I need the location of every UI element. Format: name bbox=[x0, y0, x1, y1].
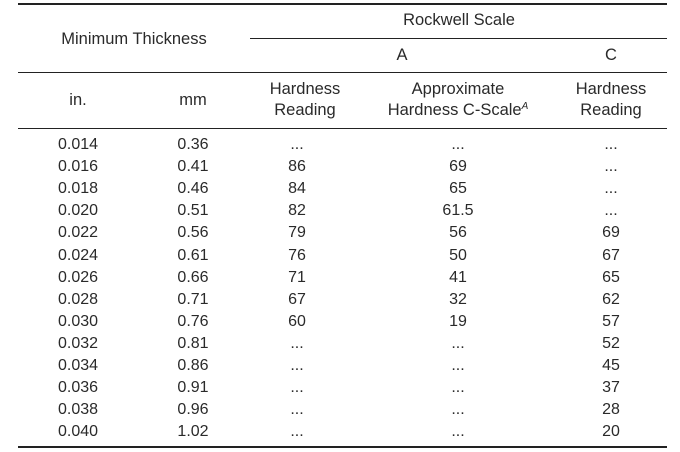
header-c-hardness-line1: Hardness bbox=[575, 80, 647, 98]
cell-a-approx: 56 bbox=[449, 224, 467, 242]
cell-c-hardness: ... bbox=[604, 202, 618, 220]
scale-rule bbox=[18, 72, 667, 73]
header-a-hardness-line1: Hardness bbox=[269, 80, 341, 98]
cell-mm: 0.56 bbox=[177, 224, 209, 242]
cell-in: 0.040 bbox=[57, 423, 99, 441]
cell-c-hardness: 62 bbox=[602, 290, 620, 308]
cell-a-hardness: ... bbox=[290, 334, 304, 352]
cell-a-approx: ... bbox=[451, 136, 465, 153]
cell-a-hardness: ... bbox=[290, 423, 304, 441]
cell-a-approx: 50 bbox=[449, 246, 467, 264]
cell-c-hardness: 57 bbox=[602, 312, 620, 330]
cell-mm: 0.76 bbox=[177, 312, 209, 330]
cell-in: 0.020 bbox=[57, 202, 99, 220]
cell-in: 0.032 bbox=[57, 334, 99, 352]
cell-in: 0.030 bbox=[57, 312, 99, 330]
rockwell-rule bbox=[250, 38, 667, 39]
cell-c-hardness: 69 bbox=[602, 224, 620, 242]
cell-a-hardness: 76 bbox=[288, 246, 306, 264]
cell-mm: 0.71 bbox=[177, 290, 209, 308]
cell-c-hardness: 65 bbox=[602, 268, 620, 286]
cell-a-approx: ... bbox=[451, 423, 465, 441]
cell-mm: 0.96 bbox=[177, 401, 209, 419]
header-a-approx-line1: Approximate bbox=[411, 80, 505, 98]
cell-a-approx: 65 bbox=[449, 180, 467, 198]
cell-c-hardness: ... bbox=[604, 136, 618, 153]
cell-a-approx: 32 bbox=[449, 290, 467, 308]
cell-c-hardness: 67 bbox=[602, 246, 620, 264]
cell-in: 0.038 bbox=[57, 401, 99, 419]
cell-c-hardness: 45 bbox=[602, 357, 620, 374]
cell-a-hardness: ... bbox=[290, 136, 304, 153]
cell-c-hardness: ... bbox=[604, 180, 618, 198]
cell-a-hardness: ... bbox=[290, 357, 304, 374]
cell-mm: 0.61 bbox=[177, 246, 209, 264]
cell-in: 0.022 bbox=[57, 224, 99, 242]
cell-a-approx: ... bbox=[451, 334, 465, 352]
cell-a-approx: 69 bbox=[449, 158, 467, 176]
header-rockwell-scale: Rockwell Scale bbox=[403, 11, 515, 29]
header-col-in: in. bbox=[69, 91, 87, 109]
cell-in: 0.028 bbox=[57, 290, 99, 308]
cell-mm: 0.86 bbox=[177, 357, 209, 374]
cell-a-hardness: 86 bbox=[288, 158, 306, 176]
header-c-hardness-line2: Reading bbox=[580, 101, 642, 119]
header-bottom-rule bbox=[18, 128, 667, 129]
cell-a-hardness: 67 bbox=[288, 290, 306, 308]
cell-c-hardness: 37 bbox=[602, 379, 620, 397]
cell-mm: 0.66 bbox=[177, 268, 209, 286]
cell-in: 0.024 bbox=[57, 246, 99, 264]
cell-in: 0.034 bbox=[57, 357, 99, 374]
cell-mm: 0.41 bbox=[177, 158, 209, 176]
cell-in: 0.018 bbox=[57, 180, 99, 198]
cell-in: 0.016 bbox=[57, 158, 99, 176]
cell-a-approx: 61.5 bbox=[442, 202, 474, 220]
cell-a-approx: ... bbox=[451, 357, 465, 374]
header-a-approx-text: Hardness C-Scale bbox=[387, 101, 522, 119]
cell-mm: 0.81 bbox=[177, 334, 209, 352]
cell-c-hardness: 20 bbox=[602, 423, 620, 441]
header-scale-c: C bbox=[605, 46, 617, 64]
header-minimum-thickness: Minimum Thickness bbox=[61, 30, 207, 48]
cell-mm: 0.46 bbox=[177, 180, 209, 198]
cell-c-hardness: 28 bbox=[602, 401, 620, 419]
cell-a-hardness: 71 bbox=[288, 268, 306, 286]
header-col-mm: mm bbox=[179, 91, 207, 109]
cell-c-hardness: ... bbox=[604, 158, 618, 176]
cell-mm: 0.91 bbox=[177, 379, 209, 397]
cell-a-approx: 41 bbox=[449, 268, 467, 286]
cell-a-hardness: 60 bbox=[288, 312, 306, 330]
cell-a-approx: 19 bbox=[449, 312, 467, 330]
cell-a-hardness: ... bbox=[290, 401, 304, 419]
cell-in: 0.014 bbox=[57, 136, 99, 153]
cell-c-hardness: 52 bbox=[602, 334, 620, 352]
header-a-approx-line2: Hardness C-ScaleA bbox=[388, 100, 529, 120]
footnote-a-marker: A bbox=[521, 101, 529, 112]
cell-mm: 0.51 bbox=[177, 202, 209, 220]
header-scale-a: A bbox=[396, 46, 408, 64]
bottom-rule bbox=[18, 446, 667, 448]
cell-a-hardness: ... bbox=[290, 379, 304, 397]
cell-in: 0.036 bbox=[57, 379, 99, 397]
cell-in: 0.026 bbox=[57, 268, 99, 286]
top-rule bbox=[18, 3, 667, 5]
cell-a-hardness: 82 bbox=[288, 202, 306, 220]
cell-mm: 1.02 bbox=[177, 423, 209, 441]
cell-a-approx: ... bbox=[451, 401, 465, 419]
cell-mm: 0.36 bbox=[177, 136, 209, 153]
header-a-hardness-line2: Reading bbox=[274, 101, 336, 119]
cell-a-approx: ... bbox=[451, 379, 465, 397]
cell-a-hardness: 79 bbox=[288, 224, 306, 242]
cell-a-hardness: 84 bbox=[288, 180, 306, 198]
